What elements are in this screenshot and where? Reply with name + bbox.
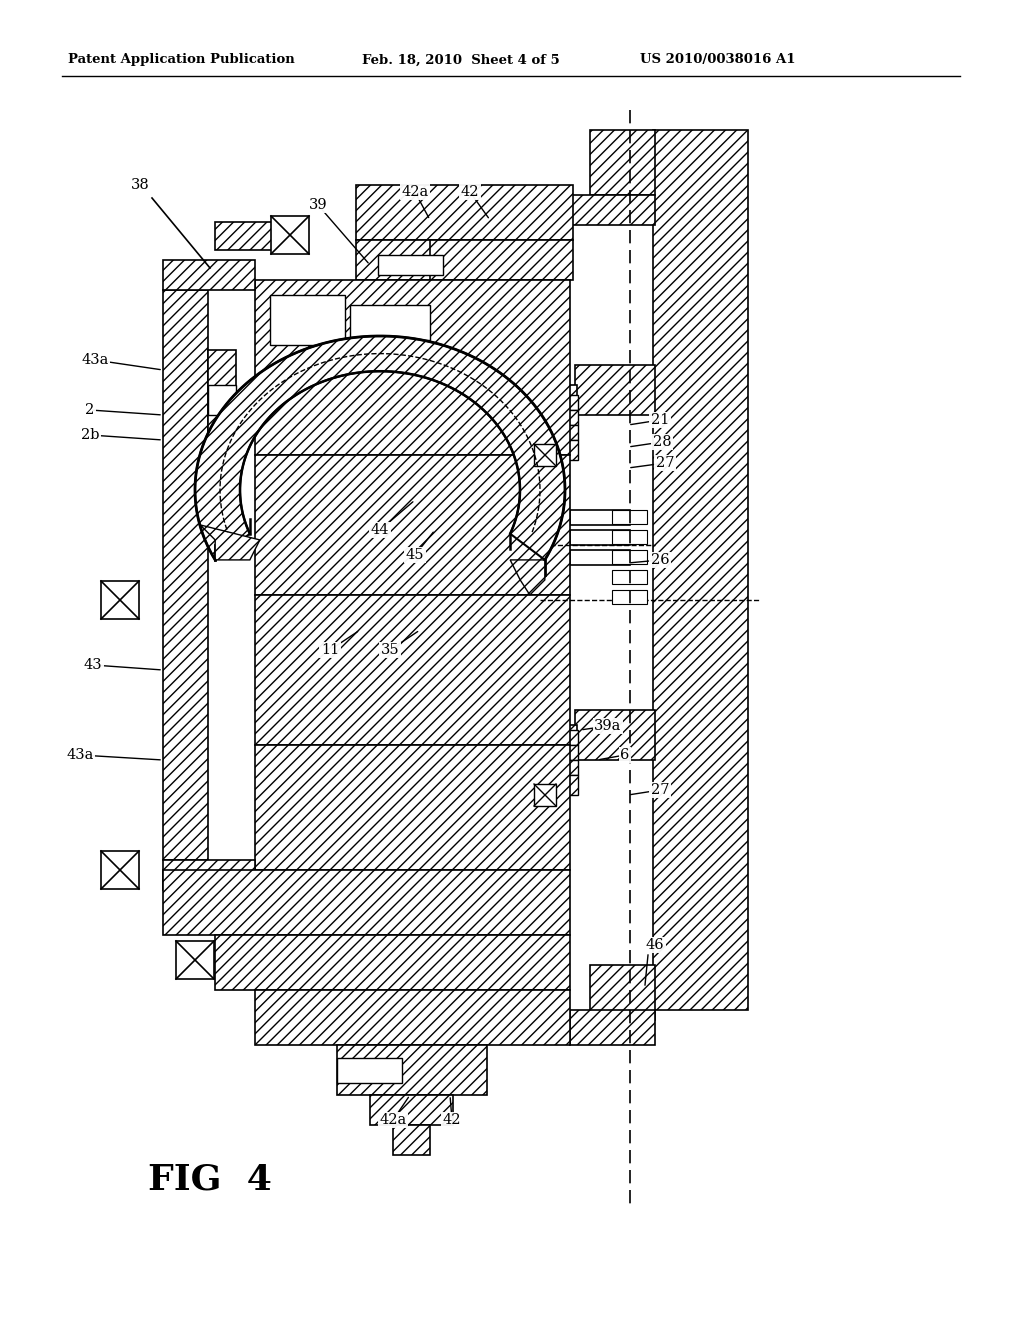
Bar xyxy=(176,941,214,979)
Bar xyxy=(215,222,290,249)
Polygon shape xyxy=(510,560,545,595)
Bar xyxy=(570,531,630,545)
Bar xyxy=(208,385,236,414)
Bar xyxy=(350,305,430,341)
Bar xyxy=(255,744,570,870)
Bar xyxy=(570,1010,655,1045)
Bar xyxy=(393,1125,430,1155)
Text: 2: 2 xyxy=(85,403,94,417)
Bar xyxy=(534,784,556,807)
Text: 42a: 42a xyxy=(401,185,429,199)
Text: 42: 42 xyxy=(461,185,479,199)
Text: 6: 6 xyxy=(621,748,630,762)
Bar xyxy=(163,861,255,890)
Bar xyxy=(575,710,655,760)
Bar xyxy=(612,550,647,564)
Bar xyxy=(612,570,647,583)
Text: 45: 45 xyxy=(406,548,424,562)
Bar xyxy=(590,965,655,1020)
Bar xyxy=(538,395,578,411)
Bar xyxy=(356,185,573,240)
Bar xyxy=(255,595,570,744)
Bar xyxy=(337,1059,402,1082)
Text: Patent Application Publication: Patent Application Publication xyxy=(68,54,295,66)
Text: 39a: 39a xyxy=(594,719,622,733)
Polygon shape xyxy=(195,337,565,560)
Bar xyxy=(612,590,647,605)
Bar xyxy=(538,744,578,760)
Bar xyxy=(271,216,309,253)
Bar xyxy=(534,444,556,466)
Text: 43: 43 xyxy=(84,657,102,672)
Bar xyxy=(570,195,655,224)
Text: 39: 39 xyxy=(308,198,328,213)
Bar xyxy=(430,240,573,280)
Text: 11: 11 xyxy=(321,643,339,657)
Bar xyxy=(590,129,655,195)
Polygon shape xyxy=(200,525,260,560)
Bar xyxy=(337,1045,487,1096)
Text: 26: 26 xyxy=(650,553,670,568)
Bar xyxy=(538,411,578,425)
Bar xyxy=(378,255,443,275)
Bar xyxy=(255,455,570,595)
Bar xyxy=(163,260,255,290)
Text: 21: 21 xyxy=(651,413,670,426)
Bar xyxy=(356,240,461,280)
Text: 27: 27 xyxy=(650,783,670,797)
Bar xyxy=(255,280,570,455)
Text: 28: 28 xyxy=(652,436,672,449)
Text: 35: 35 xyxy=(381,643,399,657)
Bar xyxy=(163,870,570,935)
Bar xyxy=(555,725,577,755)
Text: Feb. 18, 2010  Sheet 4 of 5: Feb. 18, 2010 Sheet 4 of 5 xyxy=(362,54,560,66)
Bar xyxy=(538,425,578,440)
Text: 2b: 2b xyxy=(81,428,99,442)
Text: 42a: 42a xyxy=(379,1113,407,1127)
Bar xyxy=(612,531,647,544)
Text: US 2010/0038016 A1: US 2010/0038016 A1 xyxy=(640,54,796,66)
Bar xyxy=(558,440,578,459)
Text: 43a: 43a xyxy=(81,352,109,367)
Bar xyxy=(255,990,570,1045)
Bar xyxy=(270,294,345,345)
Bar xyxy=(558,775,578,795)
Bar xyxy=(555,385,577,414)
Text: 38: 38 xyxy=(131,178,150,191)
Bar xyxy=(570,550,630,565)
Text: 42: 42 xyxy=(442,1113,461,1127)
Bar xyxy=(538,760,578,775)
Bar xyxy=(101,851,139,888)
Text: 44: 44 xyxy=(371,523,389,537)
Bar xyxy=(570,510,630,525)
Text: FIG  4: FIG 4 xyxy=(148,1163,272,1197)
Bar xyxy=(612,510,647,524)
Bar xyxy=(575,366,655,414)
Bar xyxy=(215,935,570,990)
Text: 43a: 43a xyxy=(67,748,93,762)
Text: 46: 46 xyxy=(646,939,665,952)
Bar xyxy=(208,350,236,440)
Bar xyxy=(653,129,748,1010)
Bar xyxy=(370,1096,453,1125)
Text: 27: 27 xyxy=(655,455,674,470)
Bar xyxy=(538,730,578,744)
Bar xyxy=(163,290,208,861)
Bar xyxy=(101,581,139,619)
